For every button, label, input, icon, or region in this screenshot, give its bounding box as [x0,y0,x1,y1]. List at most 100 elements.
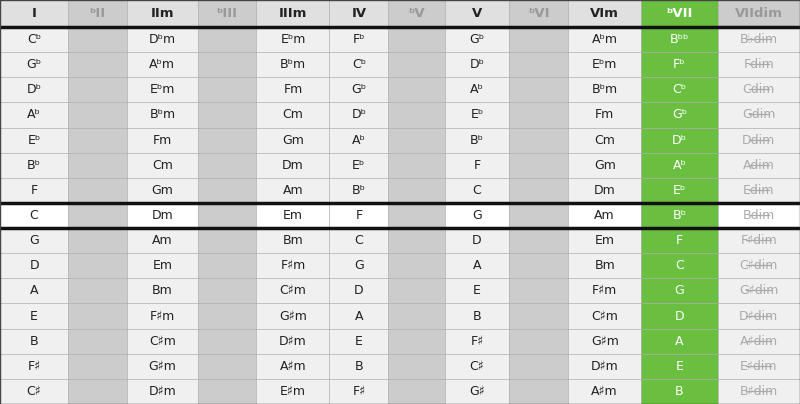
Text: Cm: Cm [594,134,615,147]
Bar [388,27,445,52]
Bar [568,328,641,354]
Text: VIIdim: VIIdim [735,7,782,20]
Bar [0,328,68,354]
Text: Gᵇ: Gᵇ [470,33,485,46]
Bar [388,253,445,278]
Bar [127,228,198,253]
Text: C♯: C♯ [470,360,485,373]
Bar [445,354,510,379]
Text: Eᵇm: Eᵇm [150,83,175,96]
Bar [0,253,68,278]
Text: Eᵇ: Eᵇ [352,159,366,172]
Bar [330,354,388,379]
Text: D: D [30,259,39,272]
Text: Dᵇm: Dᵇm [149,33,176,46]
Bar [127,153,198,178]
Bar [568,354,641,379]
Bar [718,379,800,404]
Bar [388,153,445,178]
Bar [641,27,718,52]
Text: D: D [674,309,684,322]
Text: Bᵇᵇ: Bᵇᵇ [670,33,689,46]
Bar [510,0,568,27]
Text: Fᵇ: Fᵇ [353,33,365,46]
Bar [388,354,445,379]
Bar [198,203,257,228]
Bar [257,52,330,77]
Bar [510,52,568,77]
Bar [568,203,641,228]
Text: Bᵇm: Bᵇm [592,83,618,96]
Text: Cdim: Cdim [742,83,775,96]
Bar [198,77,257,102]
Bar [127,303,198,328]
Bar [198,27,257,52]
Bar [330,52,388,77]
Text: Aᵇm: Aᵇm [592,33,618,46]
Bar [718,228,800,253]
Bar [641,153,718,178]
Bar [330,278,388,303]
Bar [510,128,568,153]
Bar [641,328,718,354]
Bar [127,203,198,228]
Text: ᵇIII: ᵇIII [217,7,238,20]
Text: F: F [676,234,683,247]
Bar [445,379,510,404]
Text: Gᵇ: Gᵇ [26,58,42,71]
Text: C♯: C♯ [26,385,42,398]
Bar [718,27,800,52]
Bar [127,52,198,77]
Bar [510,253,568,278]
Bar [388,77,445,102]
Bar [718,102,800,128]
Bar [718,278,800,303]
Bar [68,228,127,253]
Bar [330,153,388,178]
Bar [641,379,718,404]
Text: Aᵇm: Aᵇm [150,58,175,71]
Bar [445,203,510,228]
Text: B: B [354,360,363,373]
Text: C♯m: C♯m [591,309,618,322]
Bar [641,77,718,102]
Text: Am: Am [282,184,303,197]
Bar [68,52,127,77]
Bar [68,128,127,153]
Bar [718,128,800,153]
Text: Eᵇ: Eᵇ [673,184,686,197]
Text: Aᵇ: Aᵇ [470,83,484,96]
Bar [641,228,718,253]
Bar [257,178,330,203]
Bar [445,178,510,203]
Bar [198,102,257,128]
Text: G♯m: G♯m [279,309,307,322]
Text: A: A [675,335,684,348]
Bar [127,278,198,303]
Text: G♯m: G♯m [149,360,176,373]
Bar [510,27,568,52]
Bar [68,153,127,178]
Text: Gᵇ: Gᵇ [351,83,366,96]
Text: D♯dim: D♯dim [739,309,778,322]
Text: Em: Em [152,259,172,272]
Bar [68,328,127,354]
Bar [198,303,257,328]
Bar [510,278,568,303]
Bar [257,153,330,178]
Bar [330,128,388,153]
Text: Fm: Fm [153,134,172,147]
Text: F: F [30,184,38,197]
Bar [568,0,641,27]
Text: G: G [30,234,39,247]
Bar [0,203,68,228]
Bar [568,303,641,328]
Bar [718,203,800,228]
Text: F: F [474,159,481,172]
Bar [641,102,718,128]
Text: C: C [473,184,482,197]
Bar [330,102,388,128]
Bar [198,228,257,253]
Text: Bm: Bm [594,259,615,272]
Bar [388,379,445,404]
